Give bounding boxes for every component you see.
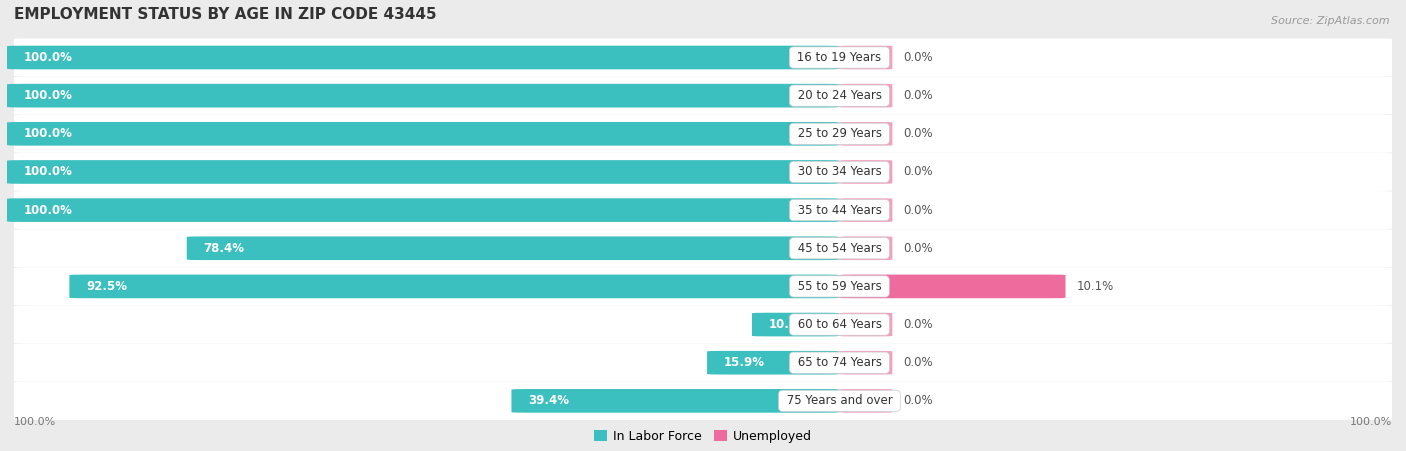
FancyBboxPatch shape [752,313,839,336]
FancyBboxPatch shape [839,198,893,222]
Text: 16 to 19 Years: 16 to 19 Years [793,51,886,64]
FancyBboxPatch shape [14,229,1392,267]
Text: 35 to 44 Years: 35 to 44 Years [793,203,886,216]
FancyBboxPatch shape [839,46,893,69]
Text: 0.0%: 0.0% [904,51,934,64]
Text: 25 to 29 Years: 25 to 29 Years [793,127,886,140]
FancyBboxPatch shape [187,236,839,260]
FancyBboxPatch shape [7,46,839,69]
Text: 92.5%: 92.5% [86,280,127,293]
Text: 75 Years and over: 75 Years and over [783,394,896,407]
FancyBboxPatch shape [14,305,1392,344]
Text: 0.0%: 0.0% [904,89,934,102]
FancyBboxPatch shape [7,122,839,146]
Text: 100.0%: 100.0% [24,89,73,102]
Text: 0.0%: 0.0% [904,394,934,407]
FancyBboxPatch shape [14,115,1392,153]
FancyBboxPatch shape [839,122,893,146]
FancyBboxPatch shape [839,236,893,260]
FancyBboxPatch shape [69,275,839,298]
Text: 0.0%: 0.0% [904,356,934,369]
FancyBboxPatch shape [839,389,893,413]
Text: 10.1%: 10.1% [1077,280,1114,293]
Legend: In Labor Force, Unemployed: In Labor Force, Unemployed [589,425,817,448]
Text: Source: ZipAtlas.com: Source: ZipAtlas.com [1271,16,1389,26]
Text: 20 to 24 Years: 20 to 24 Years [793,89,886,102]
FancyBboxPatch shape [839,351,893,374]
FancyBboxPatch shape [14,344,1392,382]
Text: 100.0%: 100.0% [24,127,73,140]
FancyBboxPatch shape [14,382,1392,420]
Text: 100.0%: 100.0% [1350,417,1392,427]
FancyBboxPatch shape [839,84,893,107]
Text: EMPLOYMENT STATUS BY AGE IN ZIP CODE 43445: EMPLOYMENT STATUS BY AGE IN ZIP CODE 434… [14,7,436,23]
Text: 55 to 59 Years: 55 to 59 Years [793,280,886,293]
FancyBboxPatch shape [7,198,839,222]
Text: 10.5%: 10.5% [769,318,810,331]
Text: 39.4%: 39.4% [529,394,569,407]
Text: 100.0%: 100.0% [14,417,56,427]
FancyBboxPatch shape [512,389,839,413]
Text: 100.0%: 100.0% [24,166,73,179]
Text: 100.0%: 100.0% [24,203,73,216]
FancyBboxPatch shape [7,84,839,107]
FancyBboxPatch shape [7,160,839,184]
Text: 100.0%: 100.0% [24,51,73,64]
Text: 65 to 74 Years: 65 to 74 Years [793,356,886,369]
FancyBboxPatch shape [14,191,1392,229]
Text: 0.0%: 0.0% [904,166,934,179]
FancyBboxPatch shape [14,267,1392,305]
FancyBboxPatch shape [839,275,1066,298]
Text: 0.0%: 0.0% [904,242,934,255]
FancyBboxPatch shape [839,313,893,336]
Text: 60 to 64 Years: 60 to 64 Years [793,318,886,331]
Text: 0.0%: 0.0% [904,203,934,216]
FancyBboxPatch shape [707,351,839,374]
Text: 15.9%: 15.9% [724,356,765,369]
Text: 0.0%: 0.0% [904,127,934,140]
Text: 30 to 34 Years: 30 to 34 Years [793,166,886,179]
Text: 45 to 54 Years: 45 to 54 Years [793,242,886,255]
FancyBboxPatch shape [14,38,1392,77]
FancyBboxPatch shape [14,153,1392,191]
FancyBboxPatch shape [839,160,893,184]
FancyBboxPatch shape [14,77,1392,115]
Text: 0.0%: 0.0% [904,318,934,331]
Text: 78.4%: 78.4% [204,242,245,255]
